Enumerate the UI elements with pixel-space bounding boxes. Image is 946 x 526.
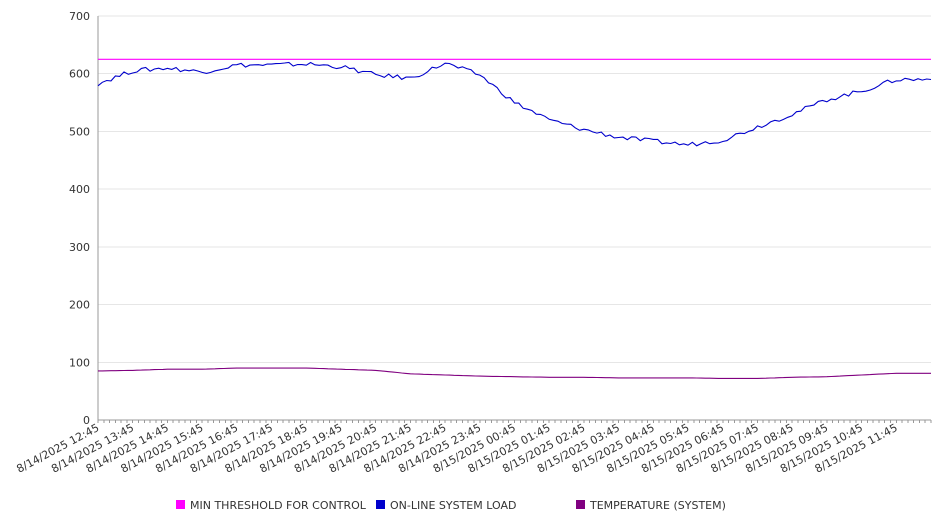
legend-label: MIN THRESHOLD FOR CONTROL	[190, 499, 367, 512]
legend-swatch	[576, 500, 585, 509]
grid-layer	[98, 15, 931, 363]
y-tick-label: 600	[69, 68, 90, 81]
y-tick-label: 0	[83, 414, 90, 427]
legend-swatch	[176, 500, 185, 509]
legend-swatch	[376, 500, 385, 509]
y-tick-label: 300	[69, 241, 90, 254]
y-tick-label: 500	[69, 125, 90, 138]
series-layer	[97, 58, 932, 379]
y-tick-label: 200	[69, 299, 90, 312]
y-tick-label: 700	[69, 10, 90, 23]
legend: MIN THRESHOLD FOR CONTROL ON-LINE SYSTEM …	[176, 499, 726, 512]
legend-label: TEMPERATURE (SYSTEM)	[589, 499, 726, 512]
y-tick-labels: 0 100 200 300 400 500 600 700	[69, 10, 90, 427]
legend-label: ON-LINE SYSTEM LOAD	[390, 499, 516, 512]
series-line	[98, 367, 931, 379]
y-tick-label: 400	[69, 183, 90, 196]
y-tick-label: 100	[69, 356, 90, 369]
x-tick-labels: 8/14/2025 12:458/14/2025 13:458/14/2025 …	[14, 421, 899, 475]
series-line	[97, 61, 932, 147]
axis-layer	[97, 16, 932, 423]
